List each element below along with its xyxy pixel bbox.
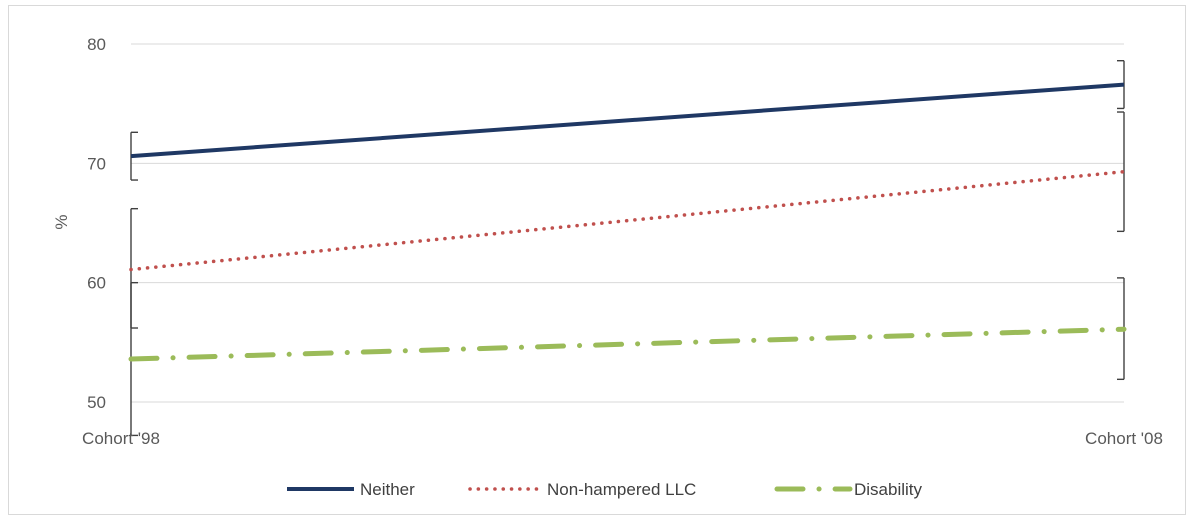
y-tick-label-60: 60: [87, 274, 106, 293]
y-axis-ticks: 50 60 70 80: [87, 35, 106, 412]
y-tick-label-70: 70: [87, 154, 106, 173]
legend: Neither Non-hampered LLC Disability: [287, 480, 923, 499]
legend-item-0: Neither: [287, 480, 415, 499]
legend-item-1: Non-hampered LLC: [468, 480, 696, 499]
legend-label-0: Neither: [360, 480, 415, 499]
chart-frame: [8, 5, 1186, 515]
y-axis-label: %: [52, 214, 71, 229]
series-line-2: [128, 326, 1127, 362]
legend-label-2: Disability: [854, 480, 923, 499]
x-tick-label-1: Cohort '08: [1085, 429, 1163, 448]
series-line-1: [129, 169, 1126, 272]
series-lines: [128, 82, 1127, 362]
x-axis-ticks: Cohort '98 Cohort '08: [82, 429, 1163, 448]
gridlines: [131, 43, 1124, 403]
legend-item-2: Disability: [774, 480, 923, 499]
series-line-0: [130, 82, 1125, 159]
y-tick-label-80: 80: [87, 35, 106, 54]
y-tick-label-50: 50: [87, 393, 106, 412]
legend-label-1: Non-hampered LLC: [547, 480, 696, 499]
error-bars: [130, 60, 1125, 437]
x-tick-label-0: Cohort '98: [82, 429, 160, 448]
